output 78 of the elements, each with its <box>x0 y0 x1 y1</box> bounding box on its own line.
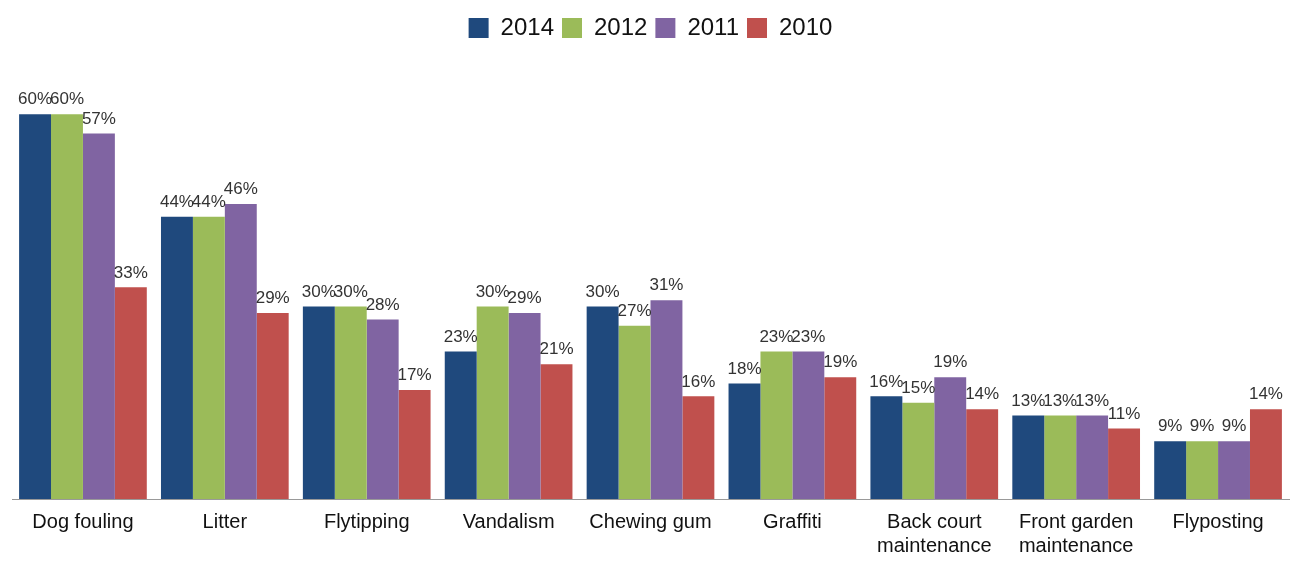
bar <box>1218 441 1250 499</box>
data-label: 13% <box>1011 390 1046 410</box>
legend-label: 2012 <box>594 12 648 40</box>
data-label: 15% <box>901 377 936 397</box>
data-label: 17% <box>397 365 432 385</box>
bar <box>682 396 715 499</box>
data-label: 16% <box>869 371 904 391</box>
data-label: 9% <box>1221 416 1247 436</box>
bar <box>870 396 903 499</box>
bar <box>224 203 257 499</box>
data-label: 46% <box>223 179 258 199</box>
bar <box>934 377 967 499</box>
bar <box>540 364 573 499</box>
data-label: 60% <box>18 89 53 109</box>
x-tick-label: Litter <box>202 509 248 532</box>
data-label: 30% <box>301 281 336 301</box>
bar <box>302 306 335 499</box>
data-label: 13% <box>1075 390 1110 410</box>
bar <box>192 216 225 499</box>
bar <box>82 133 115 499</box>
data-label: 9% <box>1189 416 1215 436</box>
bar <box>256 312 289 499</box>
bar <box>1044 415 1077 499</box>
bar <box>902 402 935 499</box>
bar <box>966 409 999 499</box>
data-label: 19% <box>933 352 968 372</box>
bar <box>1012 415 1045 499</box>
data-label: 18% <box>727 358 762 378</box>
bar <box>508 312 541 499</box>
x-tick-label: Vandalism <box>462 509 555 532</box>
bar <box>334 306 367 499</box>
x-tick-label: Flyposting <box>1172 509 1264 532</box>
data-label: 23% <box>759 326 794 346</box>
data-label: 16% <box>681 371 716 391</box>
x-tick-label: Flytipping <box>323 509 410 532</box>
data-label: 30% <box>475 281 510 301</box>
bar <box>19 114 52 499</box>
bar <box>1186 441 1219 499</box>
bar <box>160 216 193 499</box>
legend-label: 2011 <box>687 12 739 40</box>
data-label: 23% <box>791 326 826 346</box>
x-tick-label: Dog fouling <box>32 509 134 532</box>
bar <box>824 377 857 499</box>
data-label: 19% <box>823 352 858 372</box>
data-label: 57% <box>81 108 116 128</box>
bar <box>586 306 619 499</box>
data-label: 31% <box>649 275 684 295</box>
x-tick-label: Front garden maintenance <box>1018 509 1134 556</box>
x-tick-label: Back court maintenance <box>877 509 992 556</box>
data-label: 9% <box>1157 416 1183 436</box>
bar <box>728 383 761 499</box>
data-label: 21% <box>539 339 574 359</box>
bar <box>366 319 399 499</box>
bar <box>51 114 83 499</box>
bar <box>650 300 683 499</box>
bar <box>476 306 509 499</box>
bar <box>792 351 825 499</box>
data-label: 30% <box>585 281 620 301</box>
data-label: 23% <box>443 326 478 346</box>
data-label: 30% <box>333 281 368 301</box>
legend-label: 2010 <box>779 12 833 40</box>
data-label: 44% <box>159 191 194 211</box>
bar <box>444 351 477 499</box>
bar <box>1249 409 1282 499</box>
bar <box>1154 441 1187 499</box>
bar <box>1108 428 1141 499</box>
x-tick-label: Chewing gum <box>589 509 712 532</box>
bar <box>1076 415 1109 499</box>
bar <box>114 287 147 499</box>
x-tick-label: Graffiti <box>763 509 822 532</box>
bar <box>398 389 431 499</box>
data-label: 13% <box>1043 390 1078 410</box>
bar <box>618 325 651 499</box>
data-label: 14% <box>965 384 1000 404</box>
legend-label: 2014 <box>500 12 554 40</box>
data-label: 14% <box>1248 384 1283 404</box>
data-label: 29% <box>507 288 542 308</box>
bar <box>760 351 793 499</box>
